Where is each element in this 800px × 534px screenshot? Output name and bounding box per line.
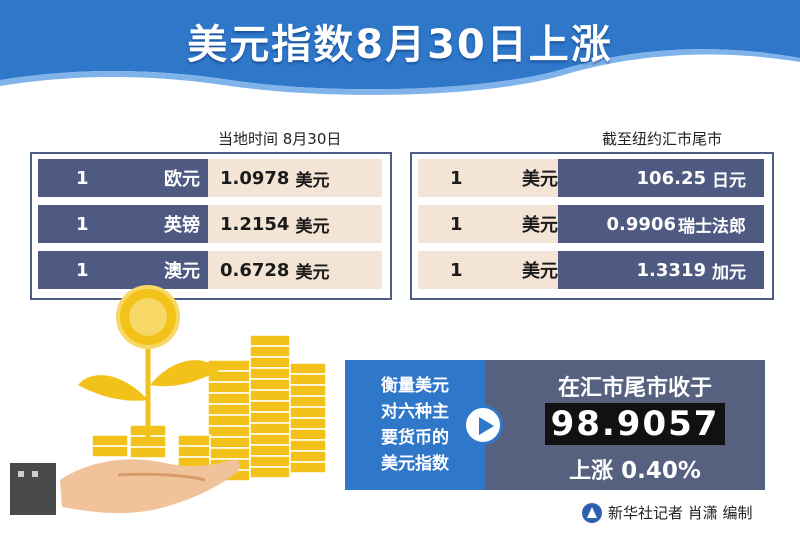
- close-value: 98.9057: [545, 403, 725, 445]
- rate-currency: 美元: [522, 261, 558, 282]
- rate-value: 0.6728: [220, 259, 290, 281]
- rate-amount: 1: [450, 213, 463, 235]
- rate-currency: 美元: [522, 215, 558, 236]
- rate-currency: 澳元: [164, 261, 200, 282]
- header-banner: 美元指数8月30日上涨: [0, 0, 800, 95]
- rate-value: 106.25: [636, 167, 706, 189]
- left-panel-caption: 当地时间 8月30日: [218, 130, 342, 148]
- rate-amount: 1: [76, 213, 89, 235]
- xinhua-logo-icon: [582, 502, 602, 523]
- rate-amount: 1: [76, 259, 89, 281]
- rate-value: 0.9906: [606, 213, 676, 235]
- index-description-line: 要货币的: [381, 428, 449, 448]
- right-rate-panel: 1 美元 106.25 日元 1 美元 0.9906 瑞士法郎 1 美元: [410, 152, 774, 300]
- rate-unit: 日元: [712, 170, 746, 191]
- rate-amount: 1: [450, 259, 463, 281]
- rate-unit: 美元: [295, 170, 330, 191]
- credit-line: 新华社记者 肖潇 编制: [582, 502, 753, 523]
- rate-amount: 1: [76, 167, 89, 189]
- rate-unit: 加元: [712, 262, 746, 283]
- rate-amount: 1: [450, 167, 463, 189]
- index-description-line: 对六种主: [381, 402, 449, 422]
- header-wave-shape: [0, 0, 800, 95]
- rate-unit: 瑞士法郎: [678, 216, 746, 237]
- rate-row-cad: 1 美元 1.3319 加元: [418, 251, 764, 289]
- rate-row-aud: 1 澳元 0.6728 美元: [38, 251, 382, 289]
- page-title: 美元指数8月30日上涨: [187, 22, 613, 68]
- rate-row-eur: 1 欧元 1.0978 美元: [38, 159, 382, 197]
- index-description: 衡量美元 对六种主 要货币的 美元指数: [345, 373, 485, 477]
- change-line: 上涨 0.40%: [545, 453, 725, 485]
- coin-plant-illustration: [10, 285, 327, 515]
- credit-text: 新华社记者 肖潇 编制: [608, 504, 753, 522]
- rate-row-jpy: 1 美元 106.25 日元: [418, 159, 764, 197]
- change-label: 上涨: [569, 459, 614, 484]
- index-description-line: 美元指数: [381, 454, 449, 474]
- left-rate-panel: 1 欧元 1.0978 美元 1 英镑 1.2154 美元 1 澳元: [30, 152, 392, 300]
- rate-currency: 英镑: [164, 215, 200, 236]
- rate-unit: 美元: [295, 262, 330, 283]
- right-panel-caption: 截至纽约汇市尾市: [602, 130, 723, 148]
- index-description-line: 衡量美元: [381, 376, 449, 396]
- dollar-index-box: 衡量美元 对六种主 要货币的 美元指数 在汇市尾市收于 98.9057 上涨 0.…: [345, 360, 765, 490]
- rate-value: 1.0978: [220, 167, 290, 189]
- rate-row-chf: 1 美元 0.9906 瑞士法郎: [418, 205, 764, 243]
- rate-currency: 欧元: [164, 169, 200, 190]
- rate-value: 1.2154: [220, 213, 290, 235]
- rate-row-gbp: 1 英镑 1.2154 美元: [38, 205, 382, 243]
- rate-value: 1.3319: [636, 259, 706, 281]
- index-description-panel: 衡量美元 对六种主 要货币的 美元指数: [345, 360, 485, 490]
- play-arrow-icon: [463, 405, 503, 445]
- close-label: 在汇市尾市收于: [557, 376, 712, 401]
- rate-currency: 美元: [522, 169, 558, 190]
- change-value: 0.40%: [621, 458, 701, 484]
- rate-unit: 美元: [295, 216, 330, 237]
